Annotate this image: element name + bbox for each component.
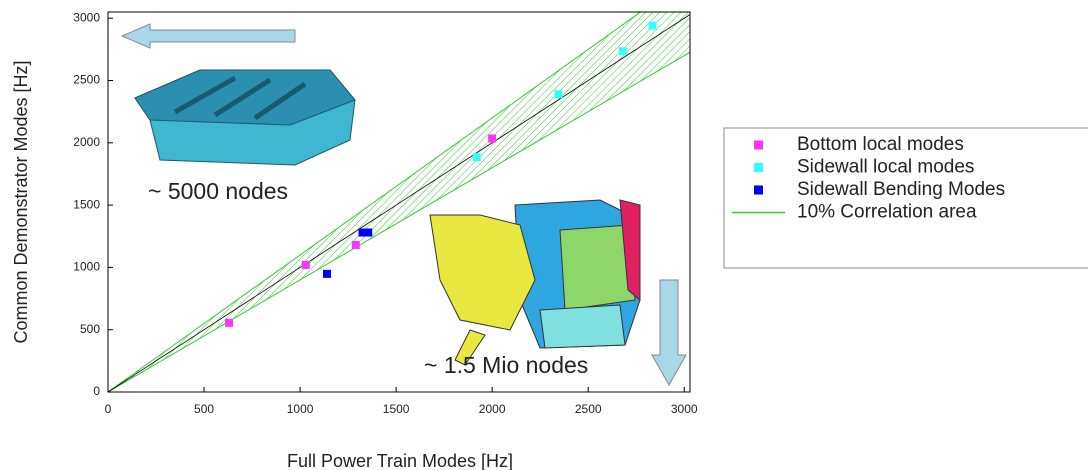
point (364, 229, 372, 237)
point (302, 261, 310, 269)
y-tick-label: 2000 (73, 135, 100, 149)
point (488, 134, 496, 142)
x-tick-label: 1500 (383, 402, 410, 416)
point (225, 319, 233, 327)
legend-text: Sidewall Bending Modes (797, 179, 1005, 200)
point (352, 241, 360, 249)
chart: Full Power Train Modes [Hz] Common Demon… (0, 0, 1088, 470)
point (473, 153, 481, 161)
x-tick-label: 1000 (287, 402, 314, 416)
point (619, 47, 627, 55)
left-arrow (122, 24, 295, 48)
engine-picture (430, 200, 640, 365)
x-tick-label: 2500 (575, 402, 602, 416)
point (323, 270, 331, 278)
legend-text: Bottom local modes (797, 134, 964, 155)
legend-text: Sidewall local modes (797, 157, 974, 178)
x-axis-title: Full Power Train Modes [Hz] (287, 451, 513, 470)
x-tick-label: 3000 (671, 402, 698, 416)
point (554, 90, 562, 98)
x-tick-label: 500 (194, 402, 214, 416)
y-tick-label: 3000 (73, 10, 100, 24)
point (649, 22, 657, 30)
legend-swatch (754, 141, 763, 150)
y-tick-label: 500 (80, 322, 100, 336)
y-tick-label: 1500 (73, 197, 100, 211)
legend-swatch (754, 186, 763, 195)
legend-text: 10% Correlation area (797, 202, 977, 223)
annotation: ~ 1.5 Mio nodes (424, 352, 588, 378)
tray-picture (135, 70, 355, 165)
y-tick-label: 0 (93, 384, 100, 398)
y-axis-title: Common Demonstrator Modes [Hz] (11, 60, 31, 343)
x-tick-label: 0 (105, 402, 112, 416)
annotation: ~ 5000 nodes (148, 178, 288, 204)
legend-swatch (754, 163, 763, 172)
y-tick-label: 1000 (73, 260, 100, 274)
y-tick-label: 2500 (73, 73, 100, 87)
x-tick-label: 2000 (479, 402, 506, 416)
down-arrow (652, 280, 686, 385)
